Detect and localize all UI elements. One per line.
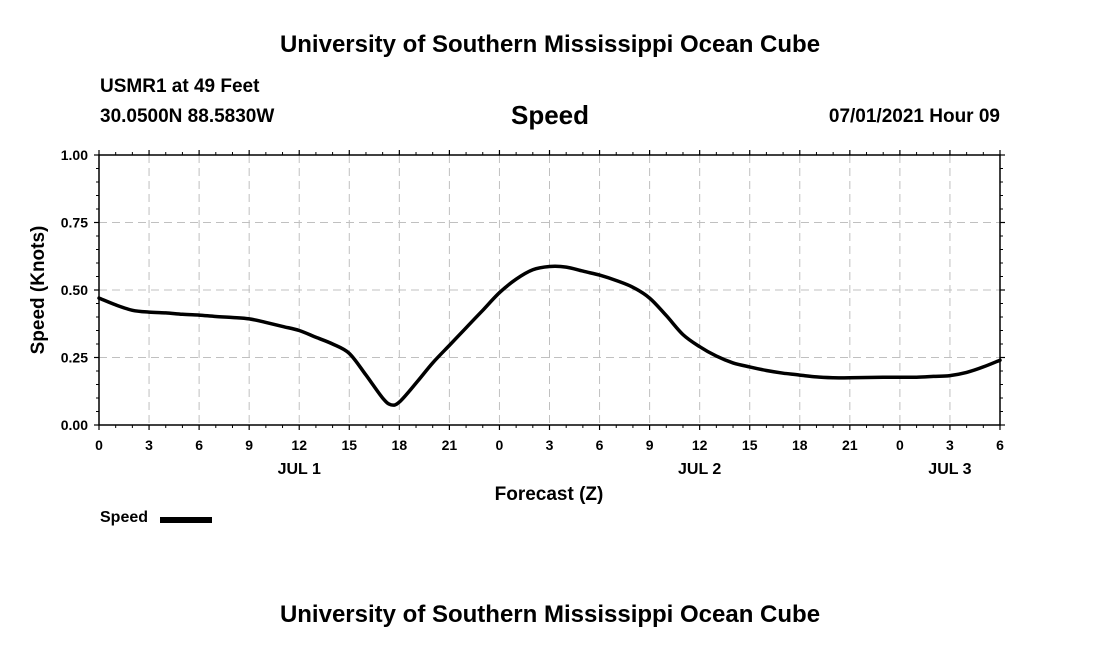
y-tick-label: 0.25 <box>61 350 88 366</box>
x-tick-label: 15 <box>341 437 357 453</box>
y-tick-label: 0.50 <box>61 282 88 298</box>
x-tick-label: 18 <box>392 437 408 453</box>
y-tick-label: 0.00 <box>61 417 88 433</box>
x-tick-label: 9 <box>646 437 654 453</box>
x-tick-label: 3 <box>546 437 554 453</box>
axis-ticks <box>94 150 1005 430</box>
bottom-title: University of Southern Mississippi Ocean… <box>279 601 821 628</box>
y-tick-label: 0.75 <box>61 215 88 231</box>
x-tick-label: 3 <box>145 437 153 453</box>
date-label: JUL 2 <box>678 461 721 478</box>
x-tick-label: 9 <box>245 437 253 453</box>
station-label: USMR1 at 49 Feet <box>100 76 260 97</box>
x-tick-label: 21 <box>442 437 458 453</box>
speed-series-line <box>97 264 1002 407</box>
date-label: JUL 3 <box>928 461 971 478</box>
date-labels: JUL 1 JUL 2 JUL 3 <box>278 461 972 478</box>
top-title: University of Southern Mississippi Ocean… <box>279 31 821 58</box>
forecast-datetime: 07/01/2021 Hour 09 <box>828 106 1000 127</box>
x-tick-label: 12 <box>291 437 307 453</box>
x-tick-label: 12 <box>692 437 708 453</box>
chart-grid <box>99 155 1000 425</box>
x-tick-label: 6 <box>195 437 203 453</box>
station-coords: 30.0500N 88.5830W <box>100 106 275 127</box>
y-tick-labels: 0.00 0.25 0.50 0.75 1.00 <box>61 147 88 433</box>
x-tick-label: 6 <box>996 437 1004 453</box>
variable-title: Speed <box>510 100 590 130</box>
y-axis-title: Speed (Knots) <box>28 226 49 355</box>
x-tick-label: 6 <box>596 437 604 453</box>
date-label: JUL 1 <box>278 461 321 478</box>
legend-swatch <box>160 517 212 523</box>
x-tick-label: 0 <box>896 437 904 453</box>
x-tick-labels: 0 3 6 9 12 15 18 21 0 3 6 9 12 15 18 21 0 3 6 <box>95 437 1004 453</box>
x-tick-label: 0 <box>95 437 103 453</box>
legend-label: Speed <box>100 509 149 526</box>
x-tick-label: 15 <box>742 437 758 453</box>
x-tick-label: 0 <box>496 437 504 453</box>
x-tick-label: 18 <box>792 437 808 453</box>
x-tick-label: 21 <box>842 437 858 453</box>
x-tick-label: 3 <box>946 437 954 453</box>
y-tick-label: 1.00 <box>61 147 88 163</box>
x-axis-title: Forecast (Z) <box>495 484 604 505</box>
